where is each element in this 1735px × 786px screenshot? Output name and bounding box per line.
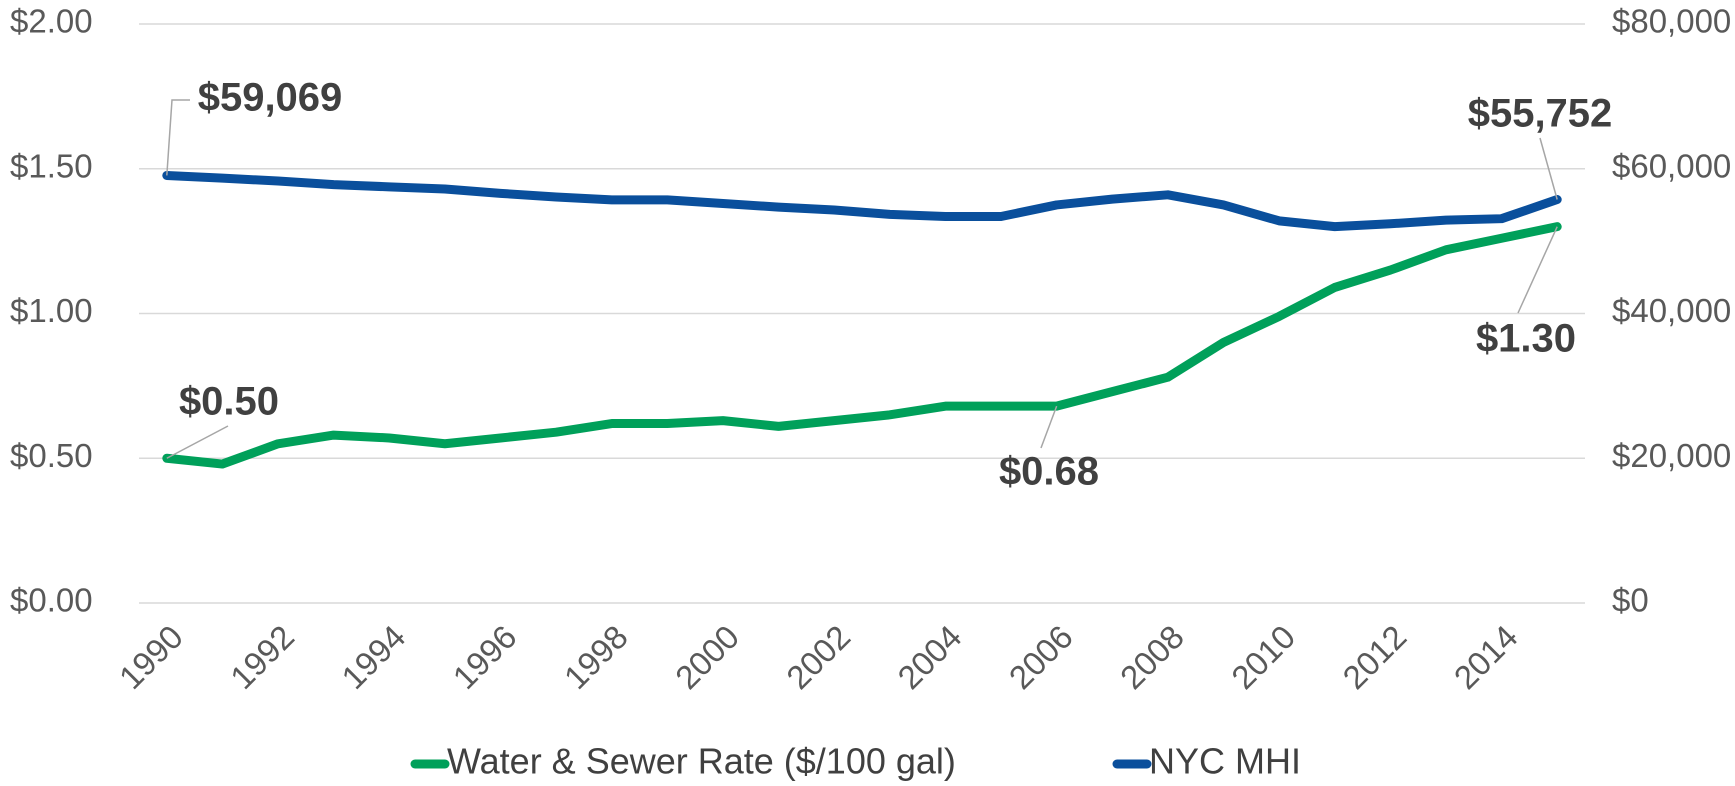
legend-label: Water & Sewer Rate ($/100 gal) — [447, 741, 956, 782]
data-label: $55,752 — [1468, 92, 1613, 136]
leader-line — [1539, 137, 1558, 200]
x-tick-label: 1990 — [112, 618, 190, 696]
y-tick-label: $0.00 — [10, 582, 93, 619]
x-tick-label: 2000 — [668, 618, 746, 696]
y-tick-label: $2.00 — [10, 3, 93, 40]
y-tick-label: $1.00 — [10, 292, 93, 329]
x-tick-label: 2006 — [1002, 618, 1080, 696]
data-label: $0.68 — [999, 450, 1099, 494]
x-tick-label: 2002 — [779, 618, 857, 696]
x-tick-label: 2010 — [1224, 618, 1302, 696]
x-tick-label: 2014 — [1447, 618, 1525, 696]
legend-label: NYC MHI — [1149, 741, 1301, 782]
data-label: $59,069 — [198, 76, 343, 120]
series-line — [162, 222, 1562, 469]
leader-line — [1517, 226, 1558, 314]
leader-line — [1040, 405, 1058, 449]
y-tick-label: $0.50 — [10, 437, 93, 474]
data-label: $1.30 — [1476, 317, 1576, 361]
x-tick-label: 1994 — [334, 618, 412, 696]
data-label: $0.50 — [179, 380, 279, 424]
x-tick-label: 1998 — [557, 618, 635, 696]
y2-tick-label: $80,000 — [1612, 3, 1731, 40]
series-line — [162, 170, 1562, 232]
y2-tick-label: $60,000 — [1612, 147, 1731, 184]
leader-line — [166, 425, 229, 459]
x-tick-label: 2012 — [1335, 618, 1413, 696]
y2-tick-label: $20,000 — [1612, 437, 1731, 474]
y2-tick-label: $40,000 — [1612, 292, 1731, 329]
y-tick-label: $1.50 — [10, 147, 93, 184]
y2-tick-label: $0 — [1612, 582, 1649, 619]
x-tick-label: 2008 — [1113, 618, 1191, 696]
leader-line — [166, 99, 190, 176]
x-tick-label: 1996 — [446, 618, 524, 696]
x-tick-label: 2004 — [890, 618, 968, 696]
x-tick-label: 1992 — [223, 618, 301, 696]
